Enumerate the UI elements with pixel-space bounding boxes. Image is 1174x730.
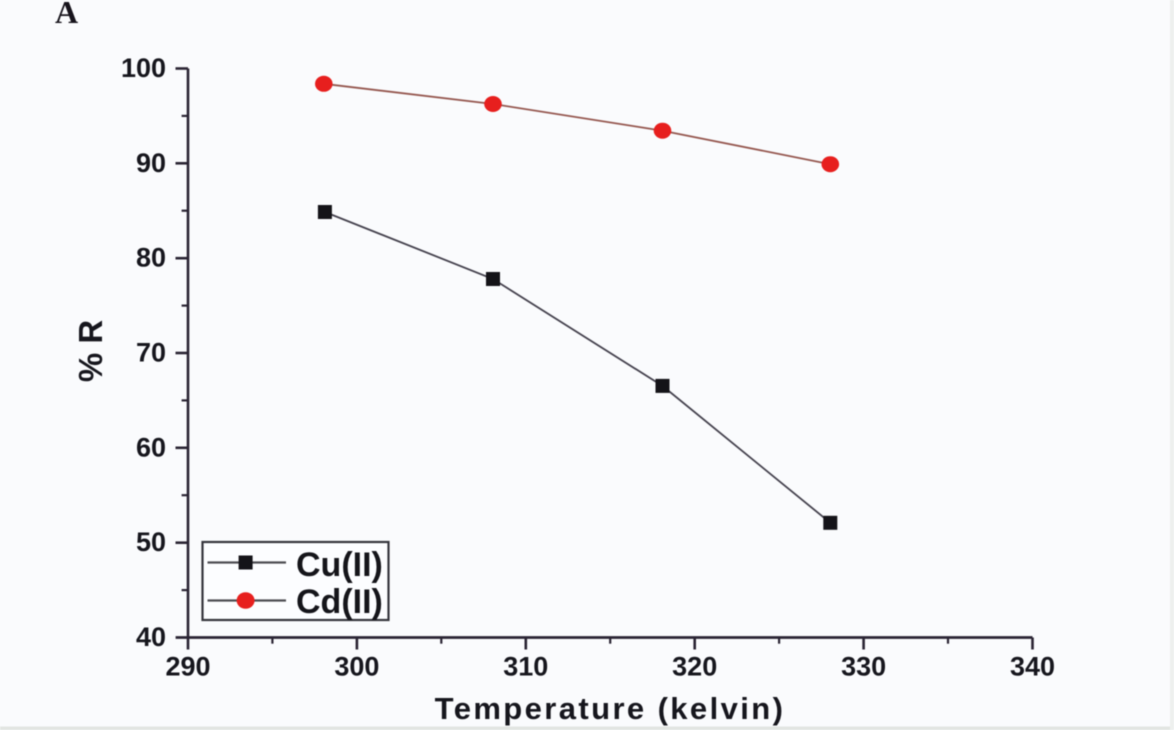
svg-text:70: 70	[136, 338, 166, 368]
svg-text:% R: % R	[72, 320, 109, 383]
svg-text:Cd(II): Cd(II)	[296, 583, 383, 621]
svg-text:80: 80	[136, 243, 166, 273]
svg-text:A: A	[55, 0, 78, 30]
svg-text:40: 40	[136, 622, 166, 652]
svg-text:Temperature (kelvin): Temperature (kelvin)	[435, 691, 786, 726]
svg-text:90: 90	[136, 148, 166, 178]
svg-text:310: 310	[503, 652, 548, 682]
svg-text:50: 50	[136, 527, 166, 557]
svg-text:340: 340	[1010, 652, 1055, 682]
svg-text:Cu(II): Cu(II)	[296, 546, 383, 584]
svg-text:320: 320	[672, 652, 717, 682]
svg-text:100: 100	[121, 53, 166, 83]
svg-text:300: 300	[334, 652, 379, 682]
svg-text:330: 330	[841, 652, 886, 682]
svg-text:290: 290	[165, 652, 210, 682]
svg-text:60: 60	[136, 432, 166, 462]
